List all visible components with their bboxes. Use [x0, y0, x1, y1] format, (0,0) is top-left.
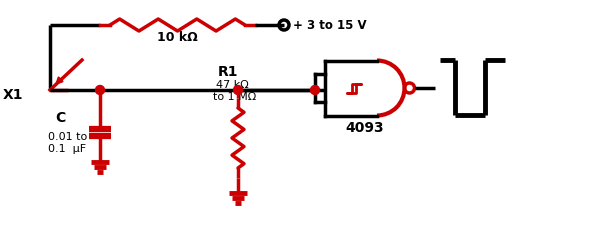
- Text: 47 kΩ: 47 kΩ: [216, 80, 249, 90]
- Circle shape: [234, 86, 243, 95]
- Text: to 1 MΩ: to 1 MΩ: [213, 92, 256, 102]
- Circle shape: [96, 86, 105, 95]
- Text: 10 kΩ: 10 kΩ: [157, 31, 198, 44]
- Text: 0.1  μF: 0.1 μF: [48, 144, 86, 154]
- Text: + 3 to 15 V: + 3 to 15 V: [293, 18, 367, 32]
- Text: 4093: 4093: [346, 122, 384, 136]
- Text: 0.01 to: 0.01 to: [48, 132, 87, 142]
- Text: X1: X1: [3, 88, 23, 102]
- Text: C: C: [55, 111, 65, 125]
- Text: R1: R1: [218, 65, 238, 79]
- Circle shape: [311, 86, 320, 95]
